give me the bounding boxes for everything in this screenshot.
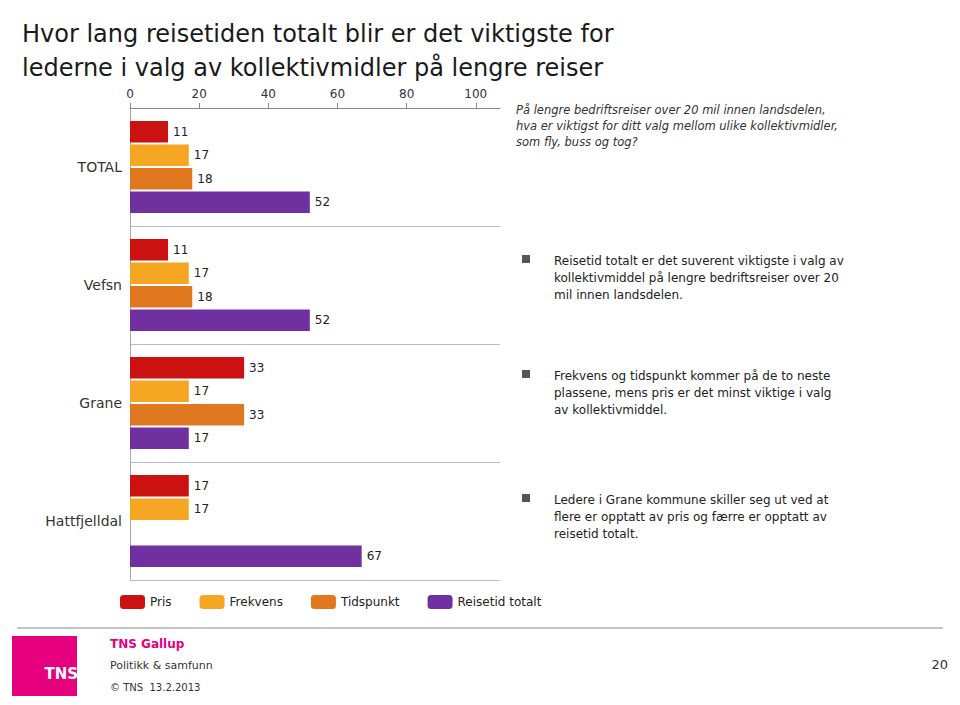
svg-text:67: 67 <box>367 549 382 563</box>
svg-text:17: 17 <box>194 148 209 162</box>
svg-text:Frekvens: Frekvens <box>230 595 283 609</box>
svg-text:60: 60 <box>330 87 345 101</box>
svg-text:100: 100 <box>464 87 487 101</box>
svg-text:Pris: Pris <box>150 595 172 609</box>
svg-text:20: 20 <box>192 87 207 101</box>
svg-text:33: 33 <box>249 408 264 422</box>
svg-text:17: 17 <box>194 266 209 280</box>
svg-text:Reisetid totalt: Reisetid totalt <box>458 595 542 609</box>
svg-text:11: 11 <box>173 125 188 139</box>
svg-text:52: 52 <box>315 313 330 327</box>
svg-text:kollektivmiddel på lengre bedr: kollektivmiddel på lengre bedriftsreiser… <box>554 271 839 285</box>
svg-text:Grane: Grane <box>79 395 122 411</box>
svg-text:52: 52 <box>315 195 330 209</box>
svg-text:80: 80 <box>399 87 414 101</box>
svg-text:17: 17 <box>194 479 209 493</box>
svg-text:Tidspunkt: Tidspunkt <box>340 595 400 609</box>
svg-text:Frekvens og tidspunkt kommer p: Frekvens og tidspunkt kommer på de to ne… <box>554 369 830 383</box>
svg-text:Reisetid totalt er det suveren: Reisetid totalt er det suverent viktigst… <box>554 254 844 268</box>
svg-text:TNS Gallup: TNS Gallup <box>110 637 185 651</box>
svg-text:11: 11 <box>173 243 188 257</box>
svg-text:20: 20 <box>931 657 948 672</box>
svg-text:Politikk & samfunn: Politikk & samfunn <box>110 659 213 672</box>
svg-text:reisetid totalt.: reisetid totalt. <box>554 527 638 541</box>
svg-text:På lengre bedriftsreiser over: På lengre bedriftsreiser over 20 mil inn… <box>516 103 826 117</box>
svg-text:17: 17 <box>194 384 209 398</box>
svg-text:17: 17 <box>194 502 209 516</box>
svg-text:33: 33 <box>249 361 264 375</box>
svg-text:Hattfjelldal: Hattfjelldal <box>45 513 122 529</box>
svg-text:Vefsn: Vefsn <box>84 277 122 293</box>
svg-text:40: 40 <box>261 87 276 101</box>
svg-text:© TNS 13.2.2013: © TNS 13.2.2013 <box>110 682 200 693</box>
svg-text:lederne i valg av kollektivmid: lederne i valg av kollektivmidler på len… <box>22 53 603 82</box>
svg-text:hva er viktigst for ditt valg: hva er viktigst for ditt valg mellom uli… <box>516 119 838 133</box>
svg-text:18: 18 <box>197 172 212 186</box>
svg-text:mil innen landsdelen.: mil innen landsdelen. <box>554 288 683 302</box>
svg-text:17: 17 <box>194 431 209 445</box>
svg-text:18: 18 <box>197 290 212 304</box>
svg-text:TNS: TNS <box>45 665 79 683</box>
svg-text:TOTAL: TOTAL <box>77 159 123 175</box>
svg-text:av kollektivmiddel.: av kollektivmiddel. <box>554 403 667 417</box>
svg-text:plassene, mens pris er det min: plassene, mens pris er det minst viktige… <box>554 386 831 400</box>
svg-text:Hvor lang reisetiden totalt bl: Hvor lang reisetiden totalt blir er det … <box>22 20 614 48</box>
svg-text:som fly, buss og tog?: som fly, buss og tog? <box>516 135 638 149</box>
svg-text:0: 0 <box>126 87 134 101</box>
svg-text:flere er opptatt av pris og fæ: flere er opptatt av pris og færre er opp… <box>554 510 827 524</box>
svg-text:Ledere i Grane kommune skiller: Ledere i Grane kommune skiller seg ut ve… <box>554 493 829 507</box>
